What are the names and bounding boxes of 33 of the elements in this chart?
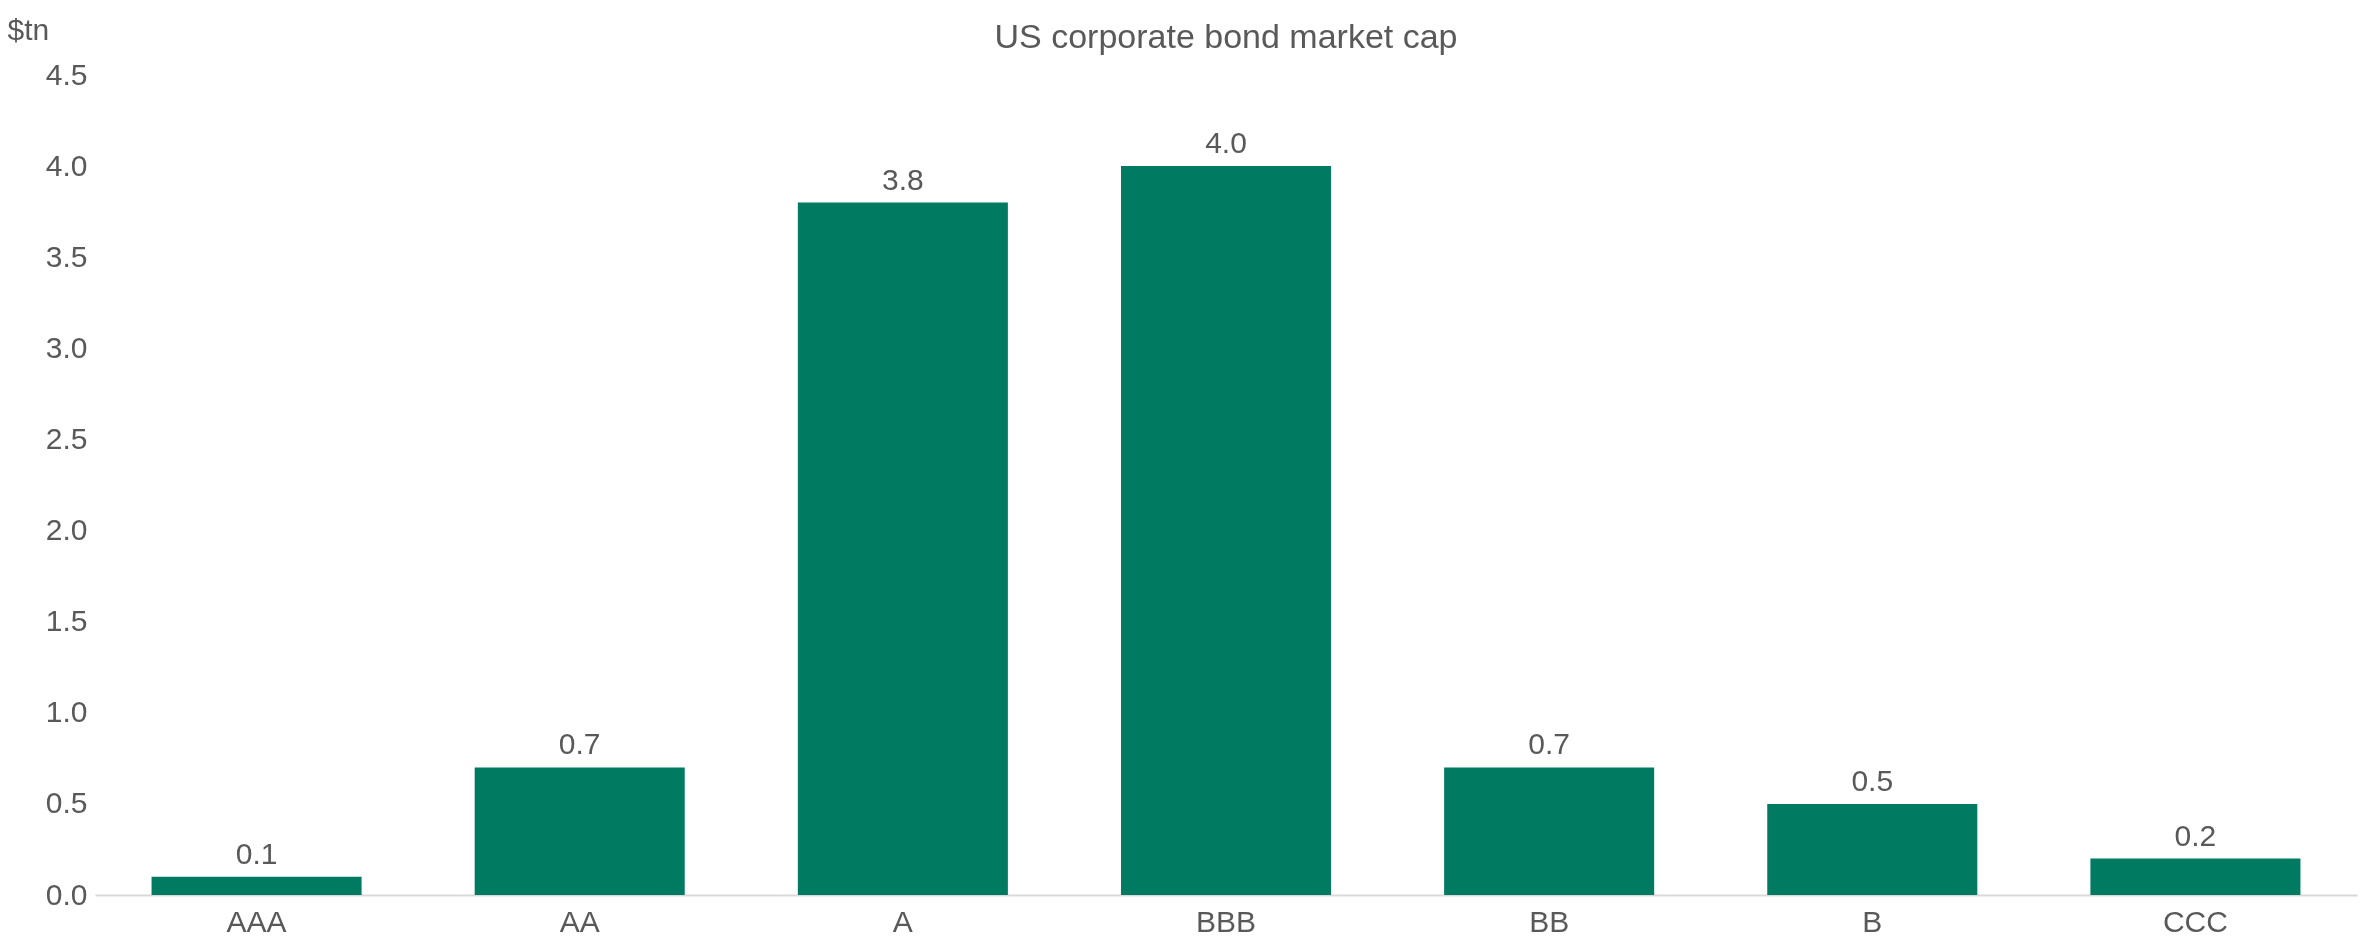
y-tick-label: 0.5 xyxy=(45,786,88,820)
x-tick-label: A xyxy=(892,904,913,938)
bar xyxy=(797,202,1008,895)
x-tick-label: B xyxy=(1862,904,1883,938)
bar xyxy=(151,876,362,895)
x-tick-label: AAA xyxy=(226,904,287,938)
y-tick-label: 3.0 xyxy=(45,330,88,364)
x-tick-label: BBB xyxy=(1195,904,1257,938)
data-label: 0.7 xyxy=(1528,727,1570,761)
y-tick-label: 4.5 xyxy=(45,57,88,91)
data-label: 0.5 xyxy=(1851,763,1894,797)
y-tick-label: 2.0 xyxy=(45,513,88,547)
data-label: 0.2 xyxy=(2174,818,2217,852)
bar xyxy=(2090,858,2301,895)
bar xyxy=(1767,803,1978,895)
x-tick-label: CCC xyxy=(2162,904,2228,938)
bar xyxy=(1120,166,1332,895)
y-tick-label: 4.0 xyxy=(45,148,88,182)
bar xyxy=(1444,767,1655,895)
data-label: 0.7 xyxy=(558,727,601,761)
bar xyxy=(474,767,685,895)
chart-title: US corporate bond market cap xyxy=(994,17,1458,55)
x-tick-label: AA xyxy=(559,904,600,938)
data-label: 0.1 xyxy=(235,836,278,870)
y-tick-label: 2.5 xyxy=(45,421,88,455)
data-label: 4.0 xyxy=(1205,126,1247,160)
y-tick-label: 1.0 xyxy=(45,695,88,729)
x-tick-label: BB xyxy=(1529,904,1570,938)
y-tick-label: 0.0 xyxy=(45,877,88,911)
y-axis-title: $tn xyxy=(7,12,50,46)
y-tick-label: 1.5 xyxy=(45,604,88,638)
y-tick-label: 3.5 xyxy=(45,239,88,273)
data-label: 3.8 xyxy=(882,162,924,196)
